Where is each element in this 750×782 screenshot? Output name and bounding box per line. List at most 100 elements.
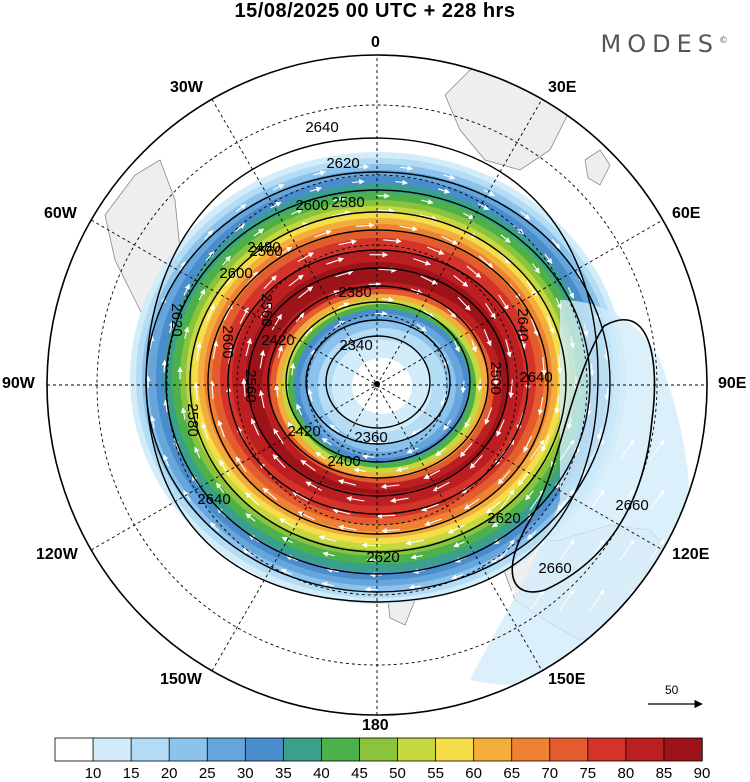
wind-vectors [145,164,665,611]
wind-vector [408,584,422,590]
wind-vector [198,288,206,301]
wind-vector [604,388,611,401]
wind-vector [499,489,515,511]
wind-vector [554,395,560,414]
contour-label: 2560 [242,369,259,402]
wind-vector [466,265,482,279]
contour-label: 2660 [615,497,648,514]
wind-vector [478,255,494,269]
wind-vector [596,427,603,441]
wind-vector [530,318,539,337]
wind-vector [437,188,451,194]
wind-vector [619,539,635,561]
wind-vector [427,246,445,255]
wind-vector [508,379,514,399]
wind-vector [556,355,563,374]
wind-vector [250,418,260,436]
shade-ring [352,358,412,414]
wind-vector [443,419,452,431]
colorbar-tick-label: 30 [236,765,254,782]
wind-vector [527,530,537,540]
colorbar-cell [92,737,132,762]
wind-vector [483,189,495,197]
wind-vector [395,179,408,186]
contour-label: 2620 [487,510,520,527]
wind-vector [168,320,175,333]
wind-vector [499,539,515,561]
wind-vector [492,519,503,528]
wind-vector [206,303,215,322]
wind-vector [649,489,665,511]
wind-vector [559,489,575,511]
wind-vector [485,303,496,319]
wind-vector [432,481,450,492]
wind-vector [555,297,562,310]
wind-vector [500,234,511,243]
contour-label: 2580 [331,194,364,211]
lon-label-30w: 30W [170,79,203,96]
contour-label: 2660 [538,560,571,577]
contour-label: 2420 [287,423,320,440]
wind-vector [245,513,256,522]
wind-vector [163,454,170,467]
colorbar-tick-label: 35 [275,765,292,782]
lon-label-60w: 60W [44,205,77,222]
colorbar-tick-label: 10 [84,765,102,782]
wind-vector [457,296,471,311]
colorbar-cell [587,737,627,762]
wind-vector [329,424,340,433]
wind-vector [523,435,533,453]
wind-vector [300,459,316,472]
contour-line [189,211,567,553]
wind-vector [228,345,234,364]
wind-vector [589,489,605,511]
wind-vector [447,308,457,318]
wind-vector [421,199,434,205]
wind-vector [447,524,465,534]
contour-label: 2640 [519,369,552,386]
wind-vector [520,211,531,220]
wind-vector [586,403,592,416]
wind-vector [486,501,501,514]
colorbar-tick-label: 55 [427,765,444,782]
contour-label: 2560 [258,293,275,326]
wind-vector [471,340,477,353]
wind-vector [420,275,438,285]
colorbar-tick-label: 75 [579,765,597,782]
wind-vector [649,439,665,461]
wind-vector [421,503,439,512]
wind-vector [499,589,515,611]
wind-vector [296,403,303,416]
wind-vector [222,255,231,266]
wind-vector [577,271,584,284]
wind-vector [178,261,186,273]
contour-label: 2600 [295,197,328,214]
wind-vector [338,239,357,246]
lon-label-60e: 60E [672,205,701,222]
wind-vector [274,384,280,397]
wind-vector [411,427,422,436]
colorbar-tick-label: 40 [313,765,330,782]
wind-vector [209,380,215,399]
wind-vector [410,554,423,560]
wind-vector [180,407,187,420]
wind-vector [460,380,467,394]
wind-vector [260,302,272,319]
wind-vector [395,466,409,473]
wind-vector [270,201,282,209]
colorbar-cell [473,737,513,762]
wind-vector [259,350,266,369]
contour-line [207,229,549,535]
wind-vector [566,417,573,430]
wind-vector [435,448,446,457]
wind-vector [375,310,388,317]
wind-vector [161,359,168,373]
wind-vector [309,186,322,192]
wind-vector [544,253,553,265]
lon-label-90w: 90W [2,375,35,392]
contour-label: 2400 [327,453,360,470]
wind-vector [235,223,246,232]
contour-label: 2560 [249,243,282,260]
wind-vector [219,459,230,476]
